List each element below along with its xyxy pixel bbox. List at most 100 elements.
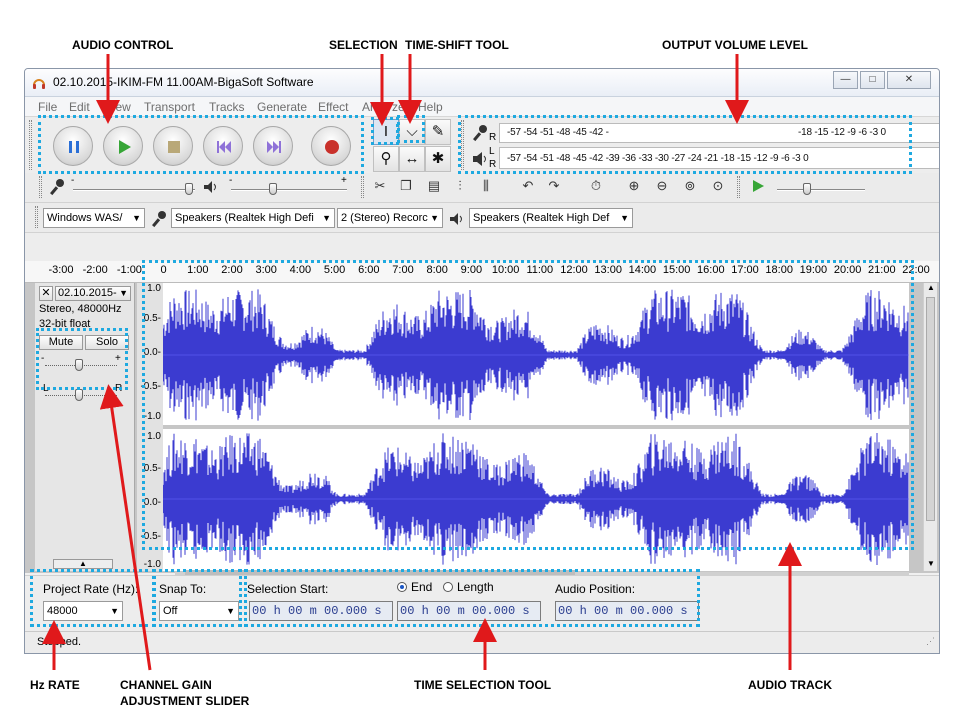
menu-file[interactable]: File (38, 100, 58, 114)
play-at-speed-button[interactable] (747, 175, 769, 197)
toolbar-grip[interactable] (461, 120, 464, 170)
scroll-down-icon[interactable]: ▼ (927, 559, 935, 568)
zoom-out-icon: ⊖ (656, 178, 668, 193)
menu-analyze[interactable]: Analyze (362, 100, 405, 114)
input-volume-thumb[interactable] (185, 183, 193, 195)
chevron-down-icon: ▼ (620, 213, 629, 223)
track-close-button[interactable]: ✕ (39, 286, 53, 301)
pause-button[interactable] (53, 126, 93, 166)
close-button[interactable]: ✕ (887, 71, 931, 89)
skip-to-start-button[interactable] (203, 126, 243, 166)
menu-view[interactable]: View (105, 100, 131, 114)
menu-transport[interactable]: Transport (144, 100, 195, 114)
end-radio[interactable] (397, 582, 407, 592)
selection-end-time[interactable]: 00 h 00 m 00.000 s (397, 601, 541, 621)
speaker-icon[interactable] (471, 149, 491, 169)
silence-button[interactable]: ⫼ (475, 175, 497, 197)
playback-meter[interactable] (499, 147, 939, 169)
selection-start-time[interactable]: 00 h 00 m 00.000 s (249, 601, 393, 621)
solo-button[interactable]: Solo (85, 335, 129, 350)
fit-selection-icon: ⊚ (684, 178, 696, 193)
selection-tool[interactable]: I (373, 119, 399, 145)
trim-button[interactable]: ⫶ (449, 175, 471, 197)
menu-tracks[interactable]: Tracks (209, 100, 245, 114)
record-meter-channel: R (489, 132, 497, 143)
zoom-tool[interactable]: ⚲ (373, 146, 399, 172)
minimize-button[interactable]: — (833, 71, 858, 89)
horizontal-scroll-thumb[interactable] (185, 570, 575, 576)
menu-generate[interactable]: Generate (257, 100, 308, 114)
cut-button[interactable]: ✂ (369, 175, 391, 197)
resize-grip-icon[interactable]: ⋰ (926, 636, 935, 646)
project-rate-value: 48000 (47, 605, 78, 617)
pan-right-label: R (115, 383, 123, 394)
playback-meter-channel-l: L (489, 146, 495, 157)
horizontal-scrollbar[interactable] (175, 570, 909, 576)
toolbar-grip[interactable] (39, 176, 42, 198)
project-rate-select[interactable]: 48000 ▼ (43, 601, 123, 621)
copy-button[interactable]: ❐ (395, 175, 417, 197)
sync-lock-button[interactable]: ⏱ (585, 175, 607, 197)
callout-channel-gain-line1: CHANNEL GAIN (120, 678, 212, 692)
redo-button[interactable]: ↷ (543, 175, 565, 197)
amp-bottom-1: 1.0 (147, 431, 161, 442)
record-meter[interactable] (499, 123, 939, 143)
zoom-out-button[interactable]: ⊖ (651, 175, 673, 197)
menu-effect[interactable]: Effect (318, 100, 349, 114)
length-radio[interactable] (443, 582, 453, 592)
recording-channels-select[interactable]: 2 (Stereo) Recorc ▼ (337, 208, 443, 228)
time-shift-tool[interactable]: ↔ (399, 146, 425, 172)
multi-tool[interactable]: ✱ (425, 146, 451, 172)
track-menu-button[interactable]: 02.10.2015- ▼ (55, 286, 131, 301)
draw-tool[interactable]: ✎ (425, 119, 451, 145)
amp-top-4: -0.5- (140, 381, 161, 392)
toolbar-grip[interactable] (361, 176, 364, 198)
audio-track-waveform[interactable] (162, 283, 909, 571)
timeline-ruler[interactable]: -3:00 -2:00 -1:00 0 1:00 2:00 3:00 4:00 5:00 6:00… (25, 261, 939, 283)
toolbar-grip[interactable] (29, 120, 32, 170)
vertical-scroll-thumb[interactable] (926, 297, 935, 521)
stop-button[interactable] (153, 126, 193, 166)
toolbar-grip[interactable] (737, 176, 740, 198)
ruler-tick-label: 2:00 (221, 264, 243, 276)
snap-to-select[interactable]: Off ▼ (159, 601, 239, 621)
output-volume-thumb[interactable] (269, 183, 277, 195)
output-volume-slider[interactable] (231, 189, 347, 191)
play-speed-thumb[interactable] (803, 183, 811, 195)
toolbar-grip[interactable] (35, 206, 38, 228)
chevron-down-icon: ▼ (430, 213, 439, 223)
microphone-icon[interactable] (471, 123, 491, 143)
skip-to-end-button[interactable] (253, 126, 293, 166)
mute-button[interactable]: Mute (39, 335, 83, 350)
status-text: Stopped. (37, 636, 82, 648)
play-speed-slider[interactable] (777, 189, 865, 191)
pan-left-label: L (43, 383, 49, 394)
envelope-tool[interactable]: ⌵ (399, 119, 425, 145)
play-button[interactable] (103, 126, 143, 166)
maximize-button[interactable]: □ (860, 71, 885, 89)
audio-position-time[interactable]: 00 h 00 m 00.000 s (555, 601, 699, 621)
playback-device-select[interactable]: Speakers (Realtek High Def ▼ (469, 208, 633, 228)
pause-icon (69, 141, 79, 153)
fit-selection-button[interactable]: ⊚ (679, 175, 701, 197)
zoom-in-icon: ⊕ (628, 178, 640, 193)
pan-slider-thumb[interactable] (75, 389, 83, 401)
stop-icon (168, 141, 180, 153)
menu-help[interactable]: Help (418, 100, 443, 114)
audio-host-select[interactable]: Windows WAS/ ▼ (43, 208, 145, 228)
recording-device-select[interactable]: Speakers (Realtek High Defi ▼ (171, 208, 335, 228)
vertical-scrollbar[interactable]: ▲ ▼ (923, 283, 937, 571)
paste-button[interactable]: ▤ (423, 175, 445, 197)
trim-icon: ⫶ (458, 178, 462, 193)
amp-bottom-2: 0.5- (143, 463, 161, 474)
undo-button[interactable]: ↶ (517, 175, 539, 197)
record-button[interactable] (311, 126, 351, 166)
scroll-up-icon[interactable]: ▲ (927, 283, 935, 292)
zoom-in-button[interactable]: ⊕ (623, 175, 645, 197)
fit-project-button[interactable]: ⊙ (707, 175, 729, 197)
input-volume-slider[interactable] (73, 189, 195, 191)
gain-slider-thumb[interactable] (75, 359, 83, 371)
ruler-tick-label: 9:00 (460, 264, 483, 276)
menu-edit[interactable]: Edit (69, 100, 90, 114)
collapse-track-button[interactable]: ▲ (53, 559, 113, 569)
